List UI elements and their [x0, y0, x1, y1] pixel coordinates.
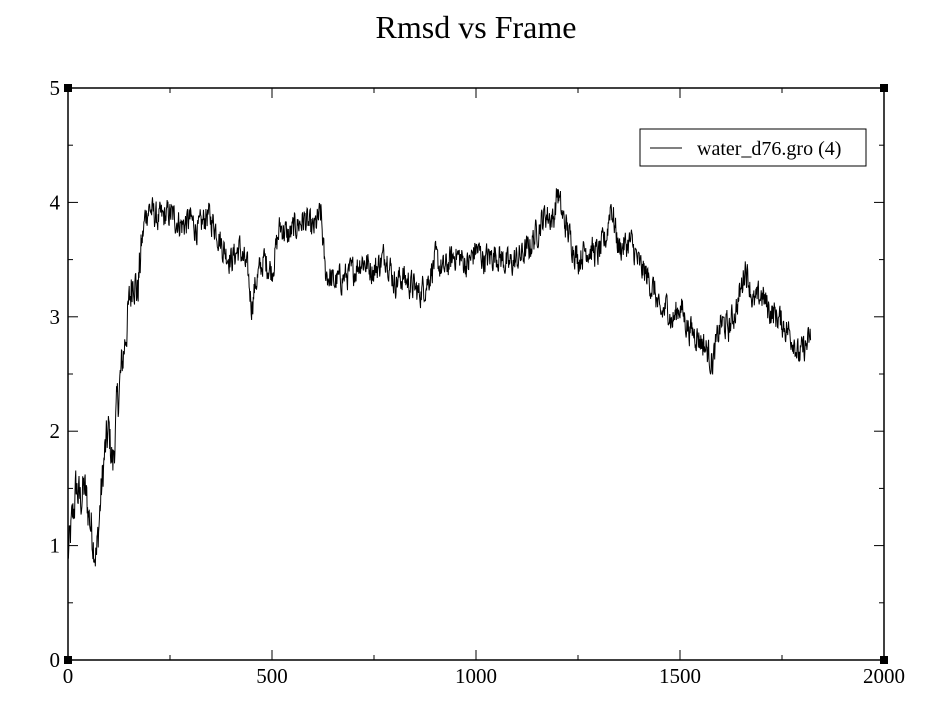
series-line-0	[67, 188, 812, 567]
corner-markers	[64, 84, 888, 664]
x-tick-label: 1000	[455, 664, 497, 688]
legend-label: water_d76.gro (4)	[697, 138, 841, 160]
x-axis-ticks	[67, 88, 885, 660]
y-tick-label: 0	[50, 648, 61, 672]
y-tick-label: 5	[50, 76, 61, 100]
plot-frame	[67, 87, 885, 661]
chart-title: Rmsd vs Frame	[376, 9, 577, 45]
y-tick-label: 1	[50, 534, 61, 558]
y-axis-tick-labels: 0 1 2 3 4 5	[50, 76, 61, 672]
y-tick-label: 4	[50, 190, 61, 214]
y-axis-ticks	[68, 87, 884, 661]
x-axis-tick-labels: 0 500 1000 1500 2000	[63, 664, 905, 688]
legend: water_d76.gro (4)	[639, 128, 867, 167]
x-tick-label: 2000	[863, 664, 905, 688]
x-tick-label: 1500	[659, 664, 701, 688]
x-tick-label: 500	[256, 664, 288, 688]
x-tick-label: 0	[63, 664, 74, 688]
y-tick-label: 3	[50, 305, 61, 329]
series-layer	[67, 188, 812, 567]
y-tick-label: 2	[50, 419, 61, 443]
